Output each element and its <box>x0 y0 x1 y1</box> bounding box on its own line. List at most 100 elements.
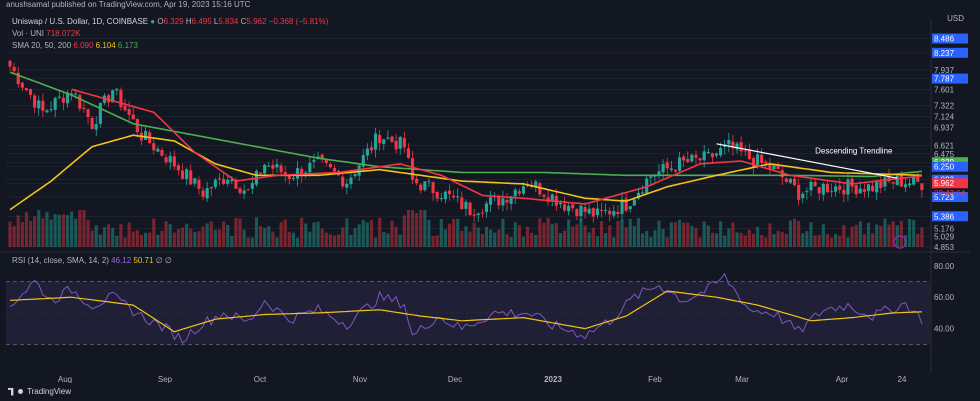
candle-body[interactable] <box>805 191 809 193</box>
candle-body[interactable] <box>8 60 12 67</box>
candle-body[interactable] <box>879 181 883 189</box>
candle-body[interactable] <box>341 176 345 187</box>
candle-body[interactable] <box>209 187 213 189</box>
candle-body[interactable] <box>267 165 271 167</box>
candle-body[interactable] <box>24 88 28 91</box>
candle-body[interactable] <box>152 143 156 151</box>
trading-chart[interactable]: Descending Trendline 8.486 8.237 7.9377.787… <box>0 10 980 383</box>
candle-body[interactable] <box>665 162 669 169</box>
candle-body[interactable] <box>706 151 710 153</box>
candle-body[interactable] <box>686 159 690 163</box>
candle-body[interactable] <box>550 194 554 201</box>
candle-body[interactable] <box>628 206 632 210</box>
candle-body[interactable] <box>378 134 382 144</box>
candle-body[interactable] <box>275 164 279 168</box>
candle-body[interactable] <box>45 110 49 113</box>
candle-body[interactable] <box>883 177 887 187</box>
candle-body[interactable] <box>271 165 275 169</box>
candle-body[interactable] <box>838 185 842 190</box>
candle-body[interactable] <box>460 197 464 210</box>
candle-body[interactable] <box>669 168 673 170</box>
candle-body[interactable] <box>193 178 197 184</box>
candle-body[interactable] <box>916 176 920 182</box>
candle-body[interactable] <box>230 179 234 182</box>
candle-body[interactable] <box>809 181 813 191</box>
candle-body[interactable] <box>862 189 866 192</box>
candle-body[interactable] <box>250 183 254 189</box>
candle-body[interactable] <box>772 165 776 170</box>
candle-body[interactable] <box>456 196 460 198</box>
candle-body[interactable] <box>168 155 172 163</box>
candle-body[interactable] <box>226 179 230 184</box>
candle-body[interactable] <box>641 192 645 194</box>
candle-body[interactable] <box>521 186 526 194</box>
candle-body[interactable] <box>842 189 846 195</box>
candle-body[interactable] <box>562 204 567 211</box>
candle-body[interactable] <box>90 117 94 129</box>
candle-body[interactable] <box>821 183 825 195</box>
candle-body[interactable] <box>673 169 677 172</box>
candle-body[interactable] <box>912 176 916 185</box>
candle-body[interactable] <box>509 196 513 204</box>
candle-body[interactable] <box>353 174 357 177</box>
candle-body[interactable] <box>727 140 731 145</box>
candle-body[interactable] <box>702 151 706 161</box>
candle-body[interactable] <box>525 185 530 187</box>
candle-body[interactable] <box>185 169 189 180</box>
candle-body[interactable] <box>743 150 747 152</box>
candle-body[interactable] <box>764 161 768 164</box>
candle-body[interactable] <box>497 195 501 206</box>
candle-body[interactable] <box>751 158 756 167</box>
candle-body[interactable] <box>324 159 328 163</box>
candle-body[interactable] <box>632 199 636 206</box>
candle-body[interactable] <box>636 192 641 199</box>
candle-body[interactable] <box>813 181 817 187</box>
candle-body[interactable] <box>653 175 657 177</box>
candle-body[interactable] <box>690 154 694 162</box>
candle-body[interactable] <box>534 181 538 188</box>
candle-body[interactable] <box>657 171 661 175</box>
candle-body[interactable] <box>834 186 838 192</box>
candle-body[interactable] <box>259 172 263 174</box>
candle-body[interactable] <box>172 156 176 167</box>
candle-body[interactable] <box>115 88 119 91</box>
candle-body[interactable] <box>308 162 312 173</box>
candle-body[interactable] <box>747 149 751 160</box>
candle-body[interactable] <box>608 210 612 215</box>
candle-body[interactable] <box>361 155 365 167</box>
candle-body[interactable] <box>111 90 115 103</box>
candle-body[interactable] <box>217 178 222 180</box>
candle-body[interactable] <box>283 172 287 175</box>
candle-body[interactable] <box>447 190 452 195</box>
candle-body[interactable] <box>176 165 180 171</box>
candle-body[interactable] <box>908 183 912 186</box>
candle-body[interactable] <box>854 185 858 195</box>
candle-body[interactable] <box>197 179 201 189</box>
candle-body[interactable] <box>300 168 304 177</box>
candle-body[interactable] <box>12 66 16 72</box>
candle-body[interactable] <box>620 199 624 214</box>
candle-body[interactable] <box>189 170 193 185</box>
candle-body[interactable] <box>213 179 217 187</box>
candle-body[interactable] <box>583 207 587 212</box>
candle-body[interactable] <box>698 158 702 161</box>
candle-body[interactable] <box>82 107 86 110</box>
candle-body[interactable] <box>599 209 604 211</box>
candle-body[interactable] <box>127 109 131 115</box>
candle-body[interactable] <box>489 197 493 205</box>
candle-body[interactable] <box>135 118 139 133</box>
candle-body[interactable] <box>866 184 871 192</box>
candle-body[interactable] <box>756 154 760 166</box>
candle-body[interactable] <box>398 136 402 149</box>
candle-body[interactable] <box>595 208 599 216</box>
candle-body[interactable] <box>20 82 24 88</box>
candle-body[interactable] <box>903 184 908 188</box>
candle-body[interactable] <box>291 177 295 179</box>
candle-body[interactable] <box>480 212 484 214</box>
candle-body[interactable] <box>797 184 801 200</box>
candle-body[interactable] <box>74 93 78 95</box>
candle-body[interactable] <box>661 163 665 173</box>
candle-body[interactable] <box>505 199 509 203</box>
candle-body[interactable] <box>427 181 431 183</box>
candle-body[interactable] <box>538 183 542 195</box>
